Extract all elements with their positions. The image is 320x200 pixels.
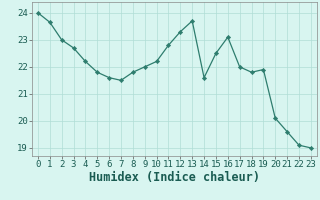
X-axis label: Humidex (Indice chaleur): Humidex (Indice chaleur) [89, 171, 260, 184]
